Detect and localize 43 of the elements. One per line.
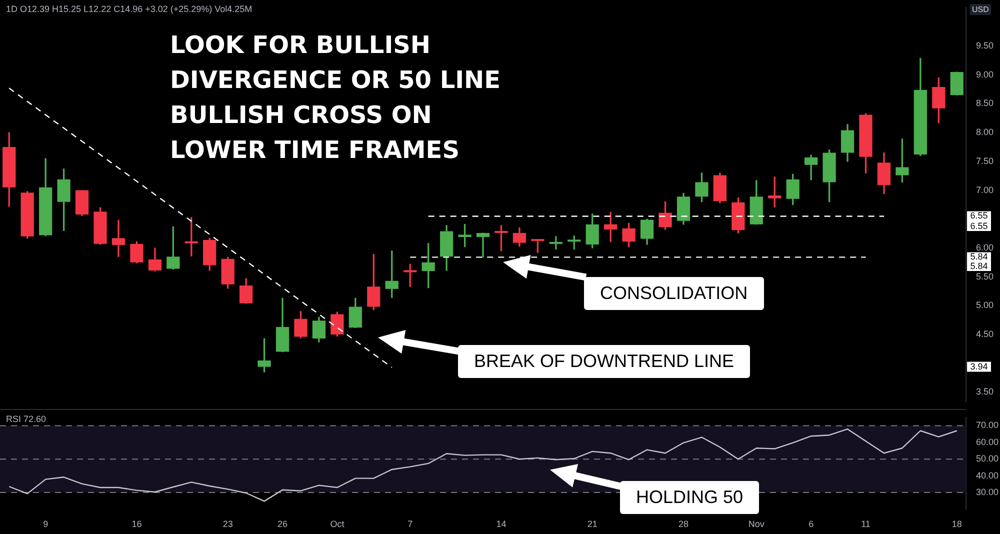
x-tick-label: 6 xyxy=(808,519,814,530)
y-axis-title: USD xyxy=(970,4,991,15)
text: 5.84 xyxy=(967,261,991,271)
x-tick-label: Nov xyxy=(748,519,765,530)
candlestick xyxy=(476,232,490,258)
y-tick-label: 4.50 xyxy=(976,328,994,339)
x-tick-label: 14 xyxy=(496,519,506,530)
annotation: CONSOLIDATION xyxy=(584,277,764,310)
y-tick-label: 50.00 xyxy=(976,454,999,464)
y-tick-label: 8.00 xyxy=(976,127,994,138)
chart-title: RSI 72.60 xyxy=(6,414,46,424)
y-tick-label: 40.00 xyxy=(976,470,999,480)
annotation: HOLDING 50 xyxy=(620,481,760,514)
y-tick-label: 30.00 xyxy=(976,486,999,497)
y-tick-label: 3.50 xyxy=(976,386,994,397)
x-tick-label: 21 xyxy=(587,519,598,530)
annotation: 3.94 xyxy=(970,361,988,372)
text: LOOK FOR BULLISH DIVERGENCE OR 50 LINE BULLISH CROSS ON LOWER TIME FRAMES xyxy=(170,30,501,166)
annotation: 5.84 xyxy=(970,252,988,262)
y-tick-label: 9.00 xyxy=(976,69,994,80)
y-tick-label: 5.00 xyxy=(976,300,994,310)
x-tick-label: Oct xyxy=(330,519,345,530)
x-tick-label: 26 xyxy=(278,519,288,530)
x-tick-label: 23 xyxy=(222,519,233,530)
candlestick xyxy=(112,220,126,257)
y-tick-label: 7.00 xyxy=(976,184,994,195)
chart-subtitle: 1D O12.39 H15.25 L12.22 C14.96 +3.02 (+25.29%) Vol4.25M xyxy=(6,4,252,14)
y-tick-label: 8.50 xyxy=(976,98,994,108)
x-tick-label: 16 xyxy=(132,519,142,530)
y-tick-label: 7.50 xyxy=(976,156,994,166)
annotation: BREAK OF DOWNTREND LINE xyxy=(458,345,750,378)
y-tick-label: 70.00 xyxy=(976,420,999,430)
x-tick-label: 18 xyxy=(952,519,962,530)
y-tick-label: 5.50 xyxy=(976,271,994,282)
x-tick-label: 11 xyxy=(861,519,870,530)
text: 6.55 xyxy=(967,221,991,231)
x-tick-label: 7 xyxy=(408,519,413,530)
y-tick-label: 6.00 xyxy=(976,242,994,252)
x-tick-label: 9 xyxy=(43,519,48,530)
annotation: 6.55 xyxy=(970,210,988,221)
y-tick-label: 9.50 xyxy=(976,40,994,51)
x-tick-label: 28 xyxy=(678,519,688,530)
y-tick-label: 60.00 xyxy=(976,436,999,447)
